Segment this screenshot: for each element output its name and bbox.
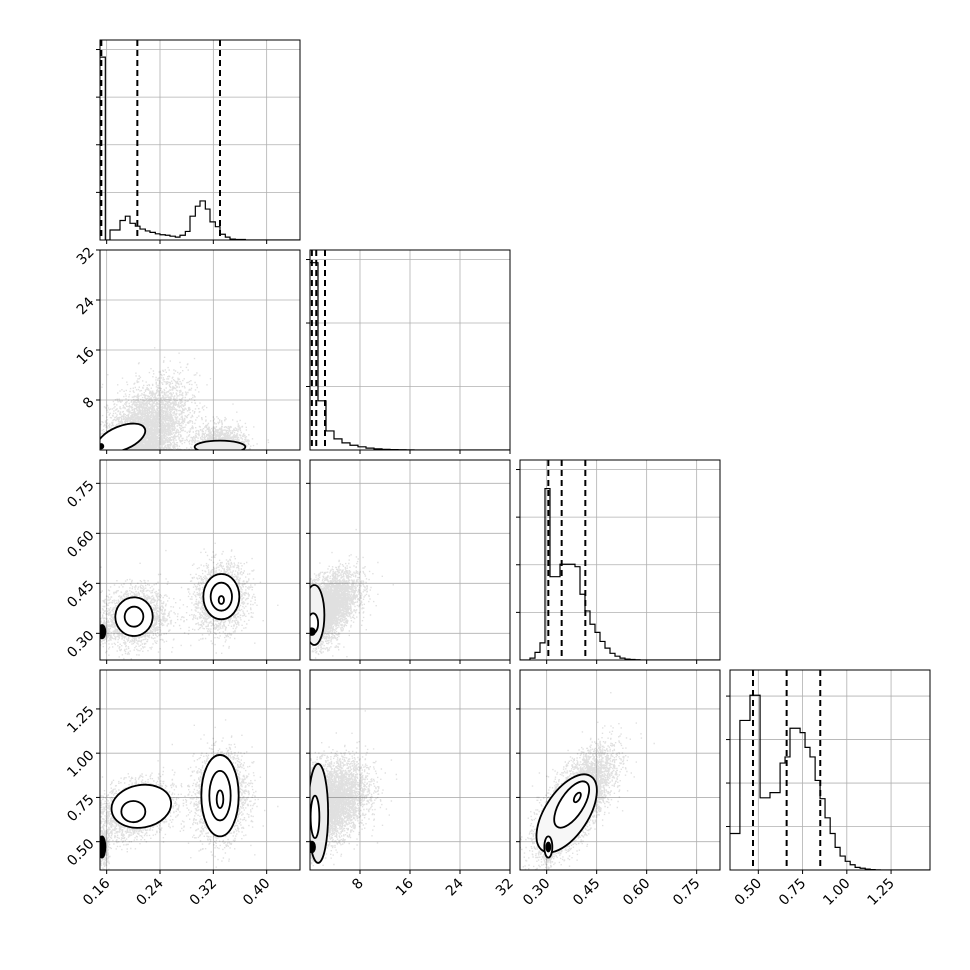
hist-step-0	[100, 56, 300, 240]
contour-1	[120, 800, 147, 824]
panel-frame	[519, 669, 721, 871]
y-tick-label-3-2: 1.00	[64, 748, 97, 781]
contour-2	[572, 791, 582, 804]
y-tick-label-2-0: 0.30	[64, 628, 97, 661]
x-tick-label-3-1: 0.75	[776, 876, 809, 909]
x-tick-label-2-0: 0.30	[520, 876, 553, 909]
x-tick-label-1-2: 24	[443, 875, 467, 899]
scatter-points	[310, 528, 394, 660]
scatter-points	[100, 347, 270, 450]
x-tick-label-2-3: 0.75	[670, 876, 703, 909]
y-tick-label-2-2: 0.60	[64, 528, 97, 561]
y-tick-label-3-3: 1.25	[64, 703, 97, 736]
panel-frame	[99, 459, 301, 661]
x-tick-label-2-1: 0.45	[570, 876, 603, 909]
scatter-panel-1-0: 8 16 24 32	[74, 244, 301, 454]
panel-content	[520, 670, 720, 870]
panel-content	[100, 670, 300, 870]
panel-content	[100, 40, 300, 240]
panel-content	[100, 250, 300, 450]
panel-frame	[729, 669, 931, 871]
contour-4	[215, 789, 225, 809]
panel-frame	[99, 39, 301, 241]
y-tick-label-2-1: 0.45	[64, 578, 97, 611]
x-tick-label-3-0: 0.50	[732, 876, 765, 909]
x-tick-label-1-1: 16	[393, 875, 417, 899]
y-tick-label-1-1: 16	[74, 344, 98, 368]
scatter-panel-2-1	[306, 459, 511, 664]
x-tick-label-3-3: 1.25	[865, 876, 898, 909]
contour-5	[100, 835, 107, 859]
x-tick-label-0-1: 0.24	[133, 875, 166, 908]
hist-panel-3: 0.50 0.75 1.00 1.25	[726, 669, 931, 909]
contour-2	[310, 627, 316, 636]
panel-content	[310, 460, 510, 660]
hist-step-2	[520, 487, 720, 660]
scatter-panel-3-1: 8 16 24 32	[306, 669, 517, 900]
panel-frame	[519, 459, 721, 661]
panel-content	[730, 670, 930, 870]
y-tick-label-1-0: 8	[80, 394, 98, 412]
y-tick-label-3-0: 0.50	[64, 836, 97, 869]
panel-content	[100, 460, 300, 660]
y-tick-label-1-3: 32	[74, 244, 98, 268]
hist-panel-0	[96, 39, 301, 244]
scatter-panel-2-0: 0.30 0.45 0.60 0.75	[64, 459, 301, 664]
contour-5	[100, 624, 107, 640]
scatter-panel-3-0: 0.16 0.24 0.32 0.40 0.50 0.75 1.00 1.25	[64, 669, 301, 909]
contour-1	[123, 605, 145, 628]
x-tick-label-1-0: 8	[349, 876, 367, 894]
contour-2	[100, 443, 105, 450]
contour-4	[545, 841, 552, 853]
contour-1	[310, 794, 321, 840]
x-tick-label-2-2: 0.60	[620, 876, 653, 909]
x-tick-label-0-3: 0.40	[240, 876, 273, 909]
x-tick-label-0-0: 0.16	[80, 875, 113, 908]
x-tick-label-1-3: 32	[493, 876, 517, 900]
x-tick-label-3-2: 1.00	[820, 876, 853, 909]
panel-content	[310, 670, 510, 870]
hist-panel-1	[306, 249, 511, 454]
y-tick-label-3-1: 0.75	[64, 792, 97, 825]
hist-step-3	[730, 694, 930, 870]
contour-4	[217, 595, 225, 605]
contour-2	[310, 840, 316, 854]
y-tick-label-2-3: 0.75	[64, 478, 97, 511]
scatter-points	[310, 710, 411, 867]
panel-frame	[99, 669, 301, 871]
scatter-points	[100, 719, 279, 870]
contour-0	[100, 422, 147, 450]
scatter-panel-3-2: 0.30 0.45 0.60 0.75	[516, 669, 721, 909]
scatter-points	[100, 542, 279, 660]
y-tick-label-1-2: 24	[74, 294, 98, 318]
panel-content	[520, 460, 720, 660]
contour-1	[193, 439, 247, 450]
x-tick-label-0-2: 0.32	[187, 876, 220, 909]
hist-panel-2	[516, 459, 721, 664]
panel-content	[310, 250, 510, 450]
